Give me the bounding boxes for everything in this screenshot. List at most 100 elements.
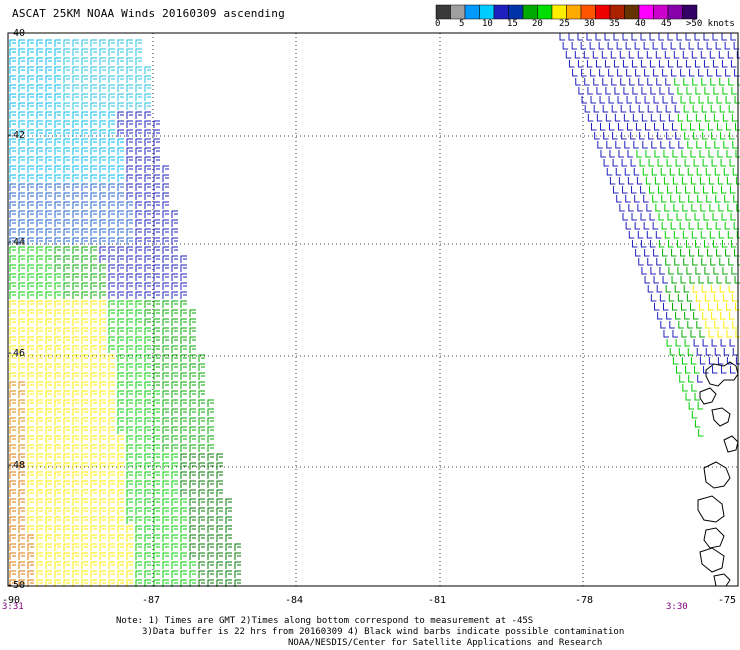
wind-barb (180, 300, 187, 308)
wind-barb (72, 561, 79, 569)
wind-barb (683, 78, 689, 86)
wind-barb (108, 462, 115, 470)
wind-barb (714, 348, 721, 356)
wind-barb (667, 60, 674, 68)
wind-barb (663, 303, 669, 311)
wind-barb (668, 294, 675, 302)
wind-barb (682, 231, 689, 239)
wind-barb (63, 246, 70, 254)
wind-barb (18, 210, 25, 218)
wind-barb (18, 345, 25, 353)
wind-barb (162, 525, 169, 533)
wind-barb (688, 222, 695, 230)
wind-barb (36, 201, 43, 209)
wind-barb (81, 570, 88, 578)
wind-barb (634, 222, 641, 230)
scale-swatch (566, 4, 582, 20)
wind-barb (596, 114, 603, 122)
wind-barb (63, 444, 70, 452)
wind-barb (126, 561, 133, 569)
wind-barb (162, 246, 169, 254)
wind-barb (54, 579, 61, 587)
wind-barb (198, 372, 205, 380)
wind-barb (135, 336, 142, 344)
wind-barb (54, 120, 61, 128)
wind-barb (717, 303, 723, 311)
wind-barb (704, 87, 710, 95)
wind-barb (108, 165, 115, 173)
wind-barb (162, 489, 169, 497)
wind-barb (608, 96, 615, 104)
wind-barb (721, 186, 727, 194)
wind-barb (153, 246, 160, 254)
wind-barb (198, 390, 205, 398)
wind-barb (72, 201, 79, 209)
wind-barb (81, 354, 88, 362)
wind-barb (36, 300, 43, 308)
wind-barb (162, 363, 169, 371)
wind-barb (18, 138, 25, 146)
wind-barb (108, 471, 115, 479)
wind-barb (45, 192, 52, 200)
wind-barb (45, 291, 52, 299)
wind-barb (117, 579, 124, 587)
wind-barb (54, 381, 61, 389)
wind-barb (63, 309, 70, 317)
wind-barb (63, 165, 70, 173)
wind-barb (72, 183, 79, 191)
wind-barb (63, 75, 70, 83)
wind-barb (81, 372, 88, 380)
wind-barb (90, 372, 97, 380)
wind-barb (63, 111, 70, 119)
wind-barb (681, 123, 687, 131)
wind-barb (647, 78, 653, 86)
wind-barb (162, 561, 169, 569)
wind-barb (153, 219, 160, 227)
wind-barb (144, 381, 151, 389)
wind-barb (81, 345, 88, 353)
wind-barb (126, 255, 133, 263)
wind-barb (27, 381, 34, 389)
wind-barb (18, 66, 25, 74)
scale-swatch (682, 4, 698, 20)
wind-barb (681, 177, 688, 185)
wind-barb (686, 294, 693, 302)
wind-barb (72, 165, 79, 173)
wind-barb (36, 210, 43, 218)
wind-barb (36, 129, 43, 137)
wind-barb (708, 150, 714, 158)
wind-barb (653, 96, 660, 104)
wind-barb (731, 294, 738, 302)
wind-barb (676, 33, 682, 41)
wind-barb (622, 213, 628, 221)
wind-barb (153, 282, 160, 290)
wind-barb (144, 246, 151, 254)
wind-barb (81, 201, 88, 209)
wind-barb (577, 33, 583, 41)
wind-barb (81, 552, 88, 560)
wind-barb (647, 258, 653, 266)
wind-barb (72, 120, 79, 128)
wind-barb (730, 213, 736, 221)
wind-barb (601, 51, 608, 59)
wind-barb (695, 87, 701, 95)
wind-barb (144, 138, 151, 146)
wind-barb (36, 543, 43, 551)
wind-barb (36, 345, 43, 353)
wind-barb (108, 57, 115, 65)
wind-barb (81, 237, 88, 245)
wind-barb (54, 255, 61, 263)
wind-barb (117, 219, 124, 227)
wind-barb (618, 150, 624, 158)
wind-barb (653, 249, 659, 257)
wind-barb (18, 246, 25, 254)
wind-barb (651, 168, 658, 176)
wind-barb (198, 507, 205, 515)
wind-barb (135, 471, 142, 479)
wind-barb (45, 273, 52, 281)
wind-barb (9, 309, 16, 317)
wind-barb (662, 276, 669, 284)
wind-barb (99, 165, 106, 173)
time-right: 3:30 (666, 602, 688, 612)
wind-barb (90, 129, 97, 137)
